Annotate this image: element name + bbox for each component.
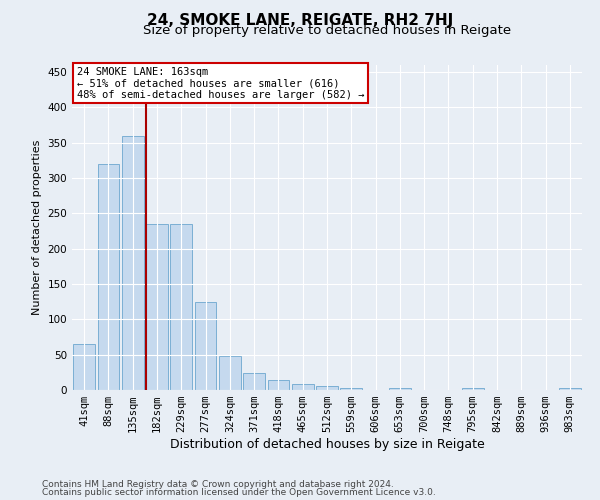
Bar xyxy=(73,344,95,390)
Bar xyxy=(97,164,119,390)
Bar xyxy=(194,302,217,390)
Bar xyxy=(559,388,581,390)
Text: Contains public sector information licensed under the Open Government Licence v3: Contains public sector information licen… xyxy=(42,488,436,497)
Bar xyxy=(268,380,289,390)
Bar xyxy=(462,388,484,390)
Bar xyxy=(389,388,411,390)
Text: Contains HM Land Registry data © Crown copyright and database right 2024.: Contains HM Land Registry data © Crown c… xyxy=(42,480,394,489)
Bar xyxy=(219,356,241,390)
Bar xyxy=(243,373,265,390)
X-axis label: Distribution of detached houses by size in Reigate: Distribution of detached houses by size … xyxy=(170,438,484,451)
Bar xyxy=(292,384,314,390)
Title: Size of property relative to detached houses in Reigate: Size of property relative to detached ho… xyxy=(143,24,511,38)
Bar xyxy=(316,386,338,390)
Bar xyxy=(122,136,143,390)
Text: 24 SMOKE LANE: 163sqm
← 51% of detached houses are smaller (616)
48% of semi-det: 24 SMOKE LANE: 163sqm ← 51% of detached … xyxy=(77,66,365,100)
Y-axis label: Number of detached properties: Number of detached properties xyxy=(32,140,42,315)
Text: 24, SMOKE LANE, REIGATE, RH2 7HJ: 24, SMOKE LANE, REIGATE, RH2 7HJ xyxy=(147,12,453,28)
Bar xyxy=(146,224,168,390)
Bar xyxy=(170,224,192,390)
Bar xyxy=(340,388,362,390)
